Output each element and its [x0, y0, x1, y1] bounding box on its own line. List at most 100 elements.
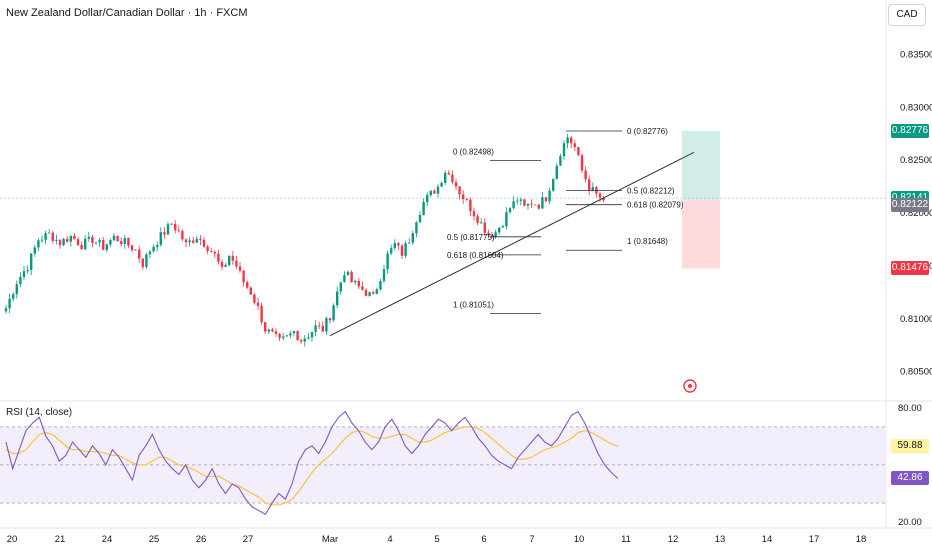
candle-body — [346, 271, 350, 276]
candle-body — [458, 186, 461, 195]
currency-button[interactable]: CAD — [888, 4, 926, 26]
candle-body — [343, 275, 346, 283]
candles-group — [4, 133, 605, 347]
candle-body — [253, 294, 256, 303]
fib-level-label: 0 (0.82498) — [453, 147, 494, 156]
candle-body — [447, 172, 450, 175]
candle-body — [289, 333, 292, 336]
candle-body — [364, 289, 368, 296]
rsi-tick-label: 80.00 — [898, 403, 922, 414]
candle-body — [562, 143, 566, 157]
candle-body — [177, 230, 180, 232]
time-tick-label: 24 — [102, 534, 113, 545]
candle-body — [238, 266, 242, 271]
candle-body — [76, 239, 80, 246]
candle-body — [188, 240, 191, 243]
price-tag: 0.81476 — [891, 261, 929, 276]
candle-body — [91, 236, 94, 244]
candle-body — [494, 232, 497, 237]
candle-body — [469, 199, 472, 212]
candle-body — [490, 235, 494, 237]
candle-body — [573, 143, 576, 148]
candle-body — [80, 245, 83, 250]
candle-body — [415, 222, 418, 234]
candle-body — [184, 239, 188, 243]
time-tick-label: 13 — [715, 534, 726, 545]
candle-body — [444, 172, 447, 183]
candle-body — [22, 271, 26, 278]
candle-body — [570, 137, 573, 144]
candle-body — [145, 254, 148, 268]
candle-body — [559, 156, 562, 166]
candle-body — [4, 308, 8, 312]
time-tick-label: Mar — [322, 534, 338, 545]
candle-body — [123, 238, 126, 245]
candle-body — [264, 322, 267, 332]
time-tick-label: 5 — [434, 534, 439, 545]
candle-body — [278, 333, 281, 338]
fib-level-label: 1 (0.81648) — [627, 237, 668, 246]
candle-body — [26, 269, 29, 272]
candle-body — [354, 280, 357, 283]
candle-body — [296, 330, 299, 341]
time-tick-label: 4 — [387, 534, 392, 545]
time-tick-label: 17 — [809, 534, 820, 545]
candle-body — [501, 226, 504, 228]
candle-body — [224, 264, 227, 267]
candle-body — [156, 244, 159, 247]
candle-body — [307, 337, 310, 339]
candle-body — [235, 260, 238, 267]
candle-body — [152, 246, 155, 252]
candle-body — [537, 204, 540, 209]
candle-body — [192, 240, 195, 243]
candle-body — [217, 253, 220, 262]
candle-body — [15, 284, 18, 295]
candle-body — [541, 197, 544, 209]
candle-body — [246, 282, 249, 288]
candle-body — [418, 214, 422, 223]
candle-body — [112, 235, 116, 241]
candle-body — [19, 277, 22, 285]
candle-body — [498, 227, 501, 233]
candle-body — [159, 232, 162, 245]
candle-body — [98, 240, 101, 243]
candle-body — [476, 216, 479, 224]
candle-body — [580, 155, 584, 171]
candle-body — [462, 194, 465, 200]
candle-body — [120, 241, 123, 245]
candle-body — [350, 271, 353, 283]
candle-body — [429, 190, 432, 196]
price-tick-label: 0.83500 — [900, 49, 932, 60]
candle-body — [368, 292, 371, 296]
time-tick-label: 7 — [529, 534, 534, 545]
time-tick-label: 20 — [7, 534, 18, 545]
candle-body — [267, 329, 270, 332]
candle-body — [292, 330, 296, 334]
candle-body — [523, 199, 526, 206]
candle-body — [271, 329, 274, 332]
candle-body — [577, 147, 580, 156]
candle-body — [134, 249, 137, 251]
rsi-tick-label: 20.00 — [898, 517, 922, 528]
candle-body — [440, 182, 443, 187]
fib-level-label: 0 (0.82776) — [627, 127, 668, 136]
candle-body — [127, 238, 130, 246]
candle-body — [321, 326, 324, 332]
candle-body — [552, 179, 555, 191]
candle-body — [422, 202, 425, 215]
candle-body — [512, 201, 515, 209]
candle-body — [375, 289, 378, 294]
candle-body — [300, 340, 303, 342]
candle-body — [397, 243, 400, 246]
candle-body — [530, 203, 533, 205]
candle-body — [170, 223, 173, 225]
candle-body — [84, 238, 87, 250]
candle-body — [314, 325, 317, 332]
candle-body — [116, 235, 119, 242]
fib-level-label: 0.618 (0.82079) — [627, 201, 684, 210]
trendline — [329, 151, 695, 337]
candle-body — [516, 200, 519, 202]
candle-body — [87, 236, 90, 239]
candle-body — [336, 291, 339, 306]
